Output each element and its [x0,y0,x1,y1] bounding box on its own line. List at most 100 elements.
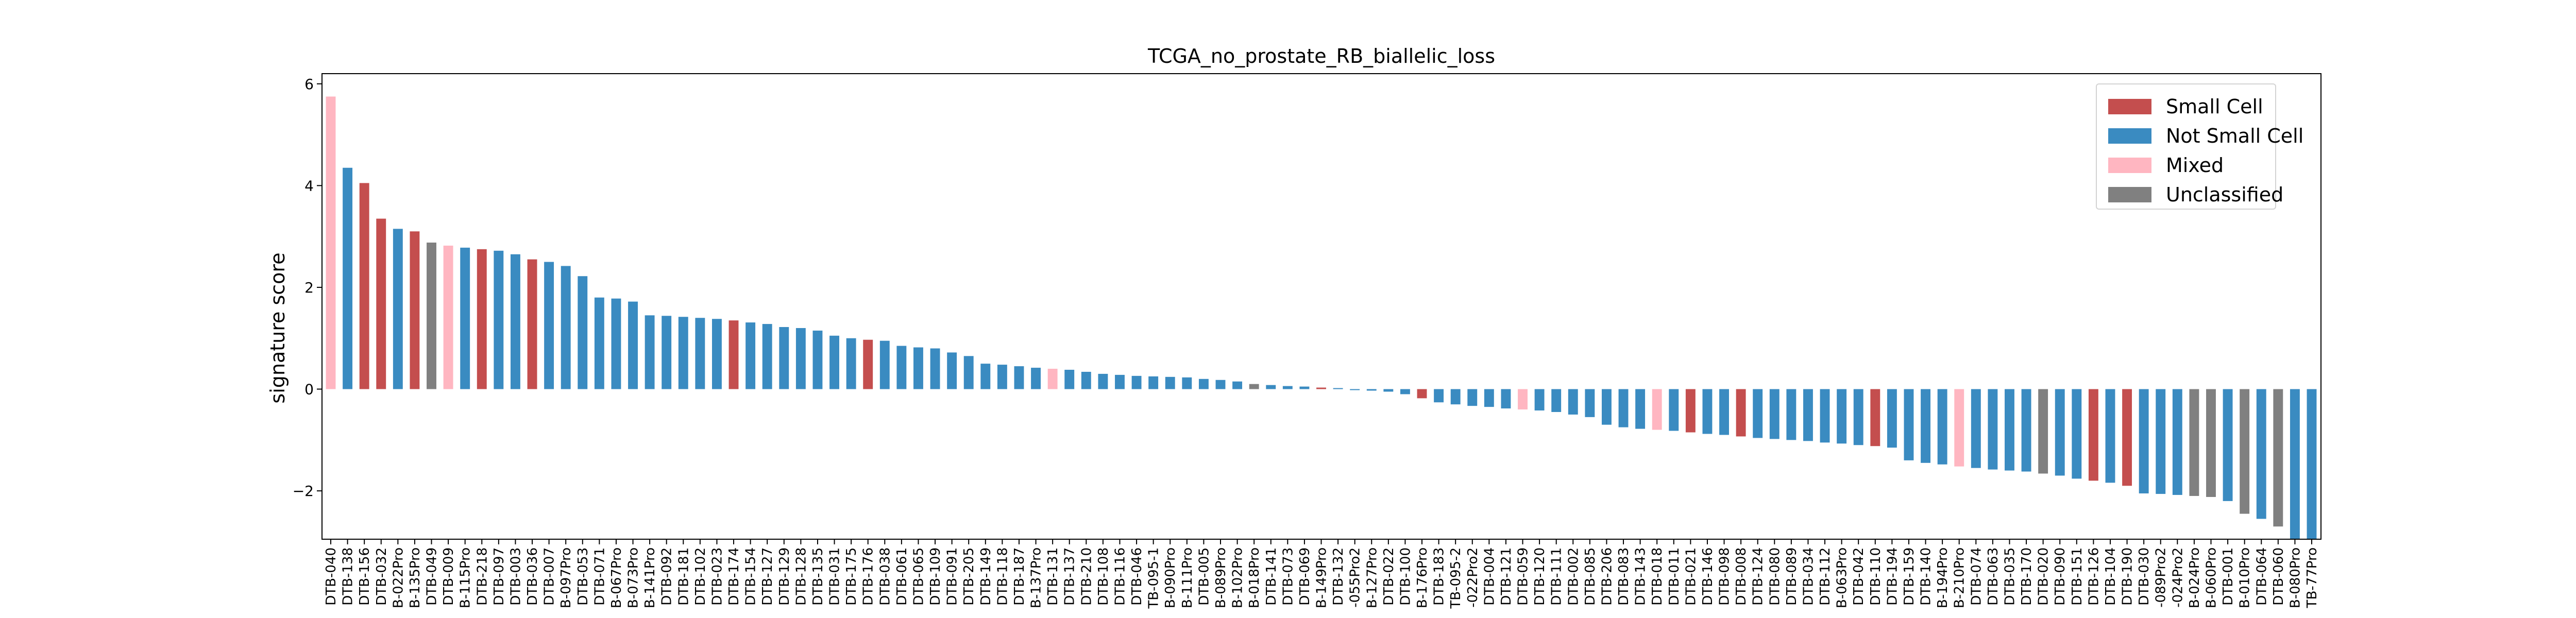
legend-item-mixed: Mixed [2108,150,2266,180]
bar [1299,386,1310,389]
bar [410,231,420,389]
x-tick-label: DTB-108 [1096,547,1111,606]
bar [1249,384,1259,389]
bar [611,298,621,389]
y-tick-label: 0 [304,381,314,398]
x-tick-label: DTB-092 [659,547,675,606]
bar [1921,389,1930,463]
x-tick-label: DTB-218 [474,547,490,606]
bar [947,352,957,389]
x-tick-label: DTB-031 [827,547,843,606]
x-tick-label: DTB-154 [743,547,759,606]
bar [1551,389,1562,413]
x-tick-label: DTB-049 [425,547,440,606]
bar [779,327,789,389]
x-tick-label: TB-095-1 [1146,547,1162,609]
x-tick-label: B-210Pro [1952,547,1968,608]
bar [1450,389,1461,405]
x-tick-label: DTB-091 [945,547,960,606]
x-tick-label: DTB-128 [793,547,809,606]
x-tick-label: DTB-102 [693,547,708,606]
x-tick-label: DTB-059 [1516,547,1531,606]
bar [2122,389,2132,486]
bar [1954,389,1964,467]
x-tick-label: DTB-064 [2254,547,2269,606]
x-tick-label: DTB-009 [441,547,456,606]
x-tick-label: DTB-074 [1969,547,1984,606]
bar [1501,389,1511,409]
x-tick-label: DTB-137 [1062,547,1078,606]
bar [1870,389,1880,447]
x-tick-label: DTB-001 [2221,547,2236,606]
x-tick-label: DTB-083 [1616,547,1632,606]
bar [846,338,856,389]
x-tick-label: B-024Pro [2187,547,2202,608]
bar [1971,389,1981,468]
bar [1585,389,1595,417]
bar [1333,388,1343,389]
bar [1215,380,1226,389]
x-tick-label: -024Pro2 [2170,547,2185,608]
bar [712,319,722,389]
x-ticks: DTB-040 DTB-138 DTB-156 DTB-032 B-022Pro B-13… [324,539,2320,609]
bar [2273,389,2283,527]
x-tick-label: DTB-124 [1751,547,1766,606]
bar [494,250,504,389]
x-tick-label: DTB-069 [1297,547,1313,606]
x-tick-label: DTB-053 [575,547,591,606]
bar [1937,389,1947,465]
x-tick-label: DTB-098 [1717,547,1733,606]
bar [997,365,1007,389]
bar [1753,389,1763,438]
bar [1702,389,1713,434]
x-tick-label: DTB-194 [1885,547,1900,606]
x-tick-label: DTB-116 [1112,547,1128,606]
bar [1081,371,1091,389]
legend-item-unclassified: Unclassified [2108,180,2283,209]
bar [1685,389,1696,433]
x-tick-label: DTB-005 [1196,547,1212,606]
x-tick-label: DTB-046 [1129,547,1145,606]
bar [2105,389,2115,483]
x-tick-label: TB-77Pro [2304,547,2320,608]
x-tick-label: DTB-035 [2002,547,2018,606]
x-tick-label: B-111Pro [1180,547,1195,608]
bar [2055,389,2065,476]
bar [510,254,520,389]
bar [1098,373,1108,389]
y-tick-label: 6 [304,76,314,93]
x-tick-label: DTB-085 [1583,547,1598,606]
bar [460,247,470,389]
bar [695,318,705,389]
bar [1148,376,1159,389]
plot-frame [321,73,2321,540]
x-tick-label: B-102Pro [1230,547,1246,608]
bar [1769,389,1780,439]
x-tick-label: DTB-003 [508,547,523,606]
x-tick-label: DTB-118 [995,547,1010,606]
y-axis-label: signature score [266,252,289,403]
bar [1165,376,1175,389]
bar [1366,389,1377,391]
bar [678,317,688,389]
x-tick-label: DTB-018 [1650,547,1665,606]
bar [1719,389,1729,435]
bar [1786,389,1797,440]
bar [1518,389,1528,410]
x-tick-label: DTB-149 [978,547,994,606]
bar [2156,389,2166,494]
bar [2139,389,2149,494]
x-tick-label: DTB-175 [844,547,859,606]
legend-swatch-small-cell [2108,98,2151,114]
x-tick-label: DTB-104 [2103,547,2119,606]
x-tick-label: B-067Pro [609,547,624,608]
bar [1282,386,1293,389]
x-tick-label: DTB-129 [777,547,792,606]
bar [1988,389,1998,470]
x-tick-label: DTB-030 [2137,547,2152,606]
legend-swatch-not-small-cell [2108,128,2151,144]
bar [1434,389,1444,403]
x-tick-label: DTB-071 [592,547,607,606]
bar [812,330,823,389]
